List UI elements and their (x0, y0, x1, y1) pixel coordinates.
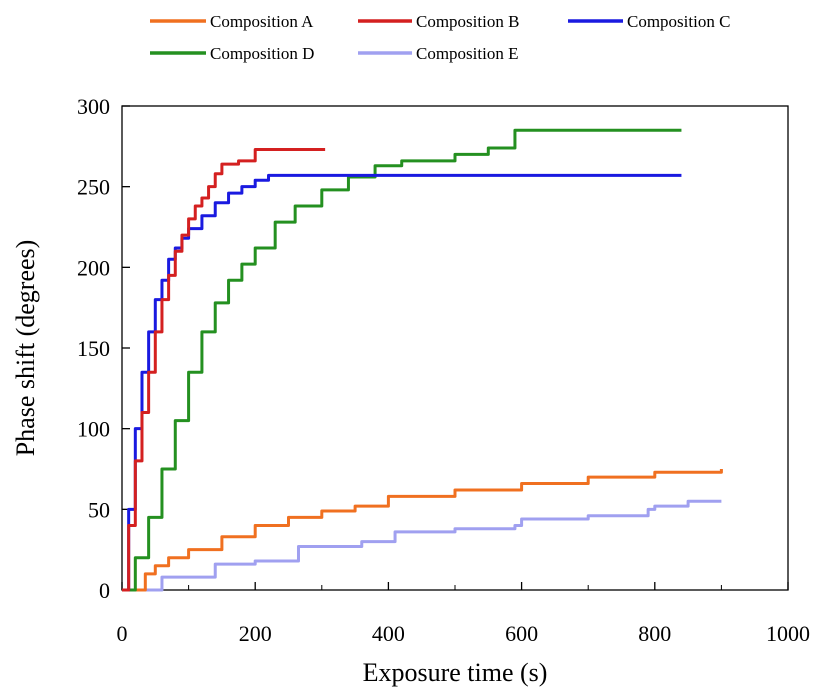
legend-label-composition-a: Composition A (210, 12, 314, 31)
legend-label-composition-e: Composition E (416, 44, 518, 63)
y-tick-label: 100 (77, 417, 110, 442)
x-axis-title: Exposure time (s) (363, 658, 548, 687)
x-tick-label: 800 (638, 621, 671, 646)
legend-label-composition-b: Composition B (416, 12, 519, 31)
legend-item-composition-e: Composition E (358, 44, 518, 63)
series-layer (122, 128, 723, 592)
x-tick-label: 600 (505, 621, 538, 646)
x-tick-label: 0 (117, 621, 128, 646)
plot-area (121, 105, 789, 591)
series-line-composition-a (122, 469, 723, 592)
legend-label-composition-c: Composition C (627, 12, 730, 31)
y-tick-label: 200 (77, 255, 110, 280)
y-tick-label: 250 (77, 175, 110, 200)
y-tick-label: 150 (77, 336, 110, 361)
series-line-composition-b (122, 148, 326, 592)
axis-ticks: 0 200 400 600 800 1000 0 50 100 150 200 250 300 (77, 94, 810, 646)
y-tick-label: 50 (88, 497, 110, 522)
series-line-composition-e (122, 499, 722, 592)
x-tick-label: 400 (372, 621, 405, 646)
x-tick-label: 1000 (766, 621, 810, 646)
legend-item-composition-a: Composition A (150, 12, 314, 31)
y-tick-label: 0 (99, 578, 110, 603)
y-tick-label: 300 (77, 94, 110, 119)
legend-item-composition-c: Composition C (568, 12, 730, 31)
legend-label-composition-d: Composition D (210, 44, 314, 63)
y-axis-title: Phase shift (degrees) (11, 240, 40, 457)
legend-item-composition-d: Composition D (150, 44, 314, 63)
series-line-composition-c (122, 173, 682, 592)
series-line-composition-d (122, 128, 682, 592)
x-tick-label: 200 (239, 621, 272, 646)
legend-item-composition-b: Composition B (358, 12, 519, 31)
legend: Composition A Composition B Composition … (150, 12, 730, 63)
